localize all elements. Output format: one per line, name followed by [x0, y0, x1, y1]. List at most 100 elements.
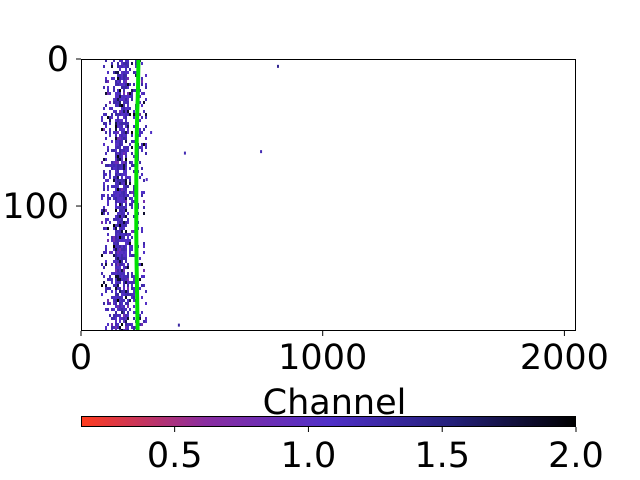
heatmap-pixel: [127, 104, 129, 107]
heatmap-pixel: [127, 71, 129, 74]
heatmap-pixel: [117, 278, 119, 281]
heatmap-pixel: [125, 119, 127, 122]
heatmap-pixel: [123, 233, 125, 236]
heatmap-pixel: [127, 221, 129, 224]
heatmap-pixel: [125, 179, 127, 182]
heatmap-pixel: [125, 278, 127, 281]
heatmap-pixel: [117, 293, 119, 296]
heatmap-pixel: [105, 77, 107, 80]
heatmap-pixel: [123, 236, 125, 239]
heatmap-pixel: [125, 257, 127, 260]
heatmap-pixel: [133, 230, 135, 233]
heatmap-pixel: [123, 287, 125, 290]
heatmap-pixel: [131, 272, 133, 275]
heatmap-pixel: [105, 158, 107, 161]
heatmap-pixel: [127, 95, 129, 98]
heatmap-pixel: [139, 287, 141, 290]
heatmap-pixel: [127, 266, 129, 269]
heatmap-pixel: [123, 179, 125, 182]
heatmap-pixel: [121, 161, 123, 164]
heatmap-pixel: [121, 83, 123, 86]
heatmap-pixel: [117, 146, 119, 149]
heatmap-pixel: [115, 203, 117, 206]
heatmap-pixel: [121, 113, 123, 116]
heatmap-pixel: [115, 248, 117, 251]
heatmap-pixel: [121, 74, 123, 77]
heatmap-pixel: [121, 230, 123, 233]
heatmap-pixel: [113, 248, 115, 251]
heatmap-pixel: [115, 182, 117, 185]
heatmap-pixel: [105, 245, 107, 248]
heatmap-pixel: [133, 140, 135, 143]
heatmap-pixel: [105, 290, 107, 293]
heatmap-pixel: [121, 152, 123, 155]
heatmap-pixel: [115, 275, 117, 278]
heatmap-pixel: [125, 266, 127, 269]
heatmap-pixel: [119, 290, 121, 293]
heatmap-pixel: [111, 317, 113, 320]
heatmap-pixel: [127, 98, 129, 101]
heatmap-pixel: [123, 128, 125, 131]
heatmap-pixel: [101, 212, 103, 215]
heatmap-pixel: [109, 101, 111, 104]
heatmap-pixel: [123, 227, 125, 230]
heatmap-pixel: [115, 191, 117, 194]
heatmap-pixel: [119, 296, 121, 299]
heatmap-pixel: [125, 71, 127, 74]
outlier-pixel: [177, 323, 180, 327]
heatmap-pixel: [113, 197, 115, 200]
heatmap-pixel: [123, 122, 125, 125]
heatmap-pixel: [117, 314, 119, 317]
heatmap-pixel: [121, 191, 123, 194]
heatmap-pixel: [125, 200, 127, 203]
heatmap-pixel: [133, 170, 135, 173]
heatmap-pixel: [141, 167, 143, 170]
heatmap-pixel: [119, 239, 121, 242]
heatmap-pixel: [111, 326, 113, 329]
heatmap-pixel: [145, 86, 147, 89]
heatmap-pixel: [117, 83, 119, 86]
heatmap-pixel: [119, 167, 121, 170]
heatmap-pixel: [119, 128, 121, 131]
heatmap-pixel: [125, 101, 127, 104]
heatmap-pixel: [107, 308, 109, 311]
heatmap-pixel: [115, 287, 117, 290]
heatmap-pixel: [105, 137, 107, 140]
heatmap-pixel: [111, 65, 113, 68]
heatmap-pixel: [113, 167, 115, 170]
heatmap-pixel: [125, 254, 127, 257]
heatmap-pixel: [121, 143, 123, 146]
heatmap-pixel: [133, 83, 135, 86]
heatmap-pixel: [117, 254, 119, 257]
heatmap-pixel: [127, 284, 129, 287]
heatmap-pixel: [117, 143, 119, 146]
heatmap-pixel: [119, 224, 121, 227]
heatmap-pixel: [103, 206, 105, 209]
heatmap-pixel: [105, 287, 107, 290]
heatmap-pixel: [115, 185, 117, 188]
heatmap-pixel: [103, 281, 105, 284]
heatmap-pixel: [131, 197, 133, 200]
heatmap-pixel: [123, 311, 125, 314]
heatmap-pixel: [101, 263, 103, 266]
heatmap-pixel: [123, 71, 125, 74]
heatmap-pixel: [109, 107, 111, 110]
heatmap-pixel: [141, 263, 143, 266]
colorbar-tick-label: 0.5: [147, 436, 203, 476]
heatmap-pixel: [123, 65, 125, 68]
heatmap-pixel: [119, 203, 121, 206]
heatmap-pixel: [105, 260, 107, 263]
heatmap-pixel: [111, 296, 113, 299]
heatmap-pixel: [131, 293, 133, 296]
heatmap-pixel: [123, 131, 125, 134]
heatmap-pixel: [117, 179, 119, 182]
heatmap-pixel: [111, 323, 113, 326]
heatmap-pixel: [123, 245, 125, 248]
heatmap-pixel: [117, 263, 119, 266]
heatmap-pixel: [115, 293, 117, 296]
heatmap-pixel: [125, 125, 127, 128]
heatmap-pixel: [121, 206, 123, 209]
heatmap-pixel: [125, 290, 127, 293]
heatmap-pixel: [109, 197, 111, 200]
heatmap-pixel: [143, 101, 145, 104]
